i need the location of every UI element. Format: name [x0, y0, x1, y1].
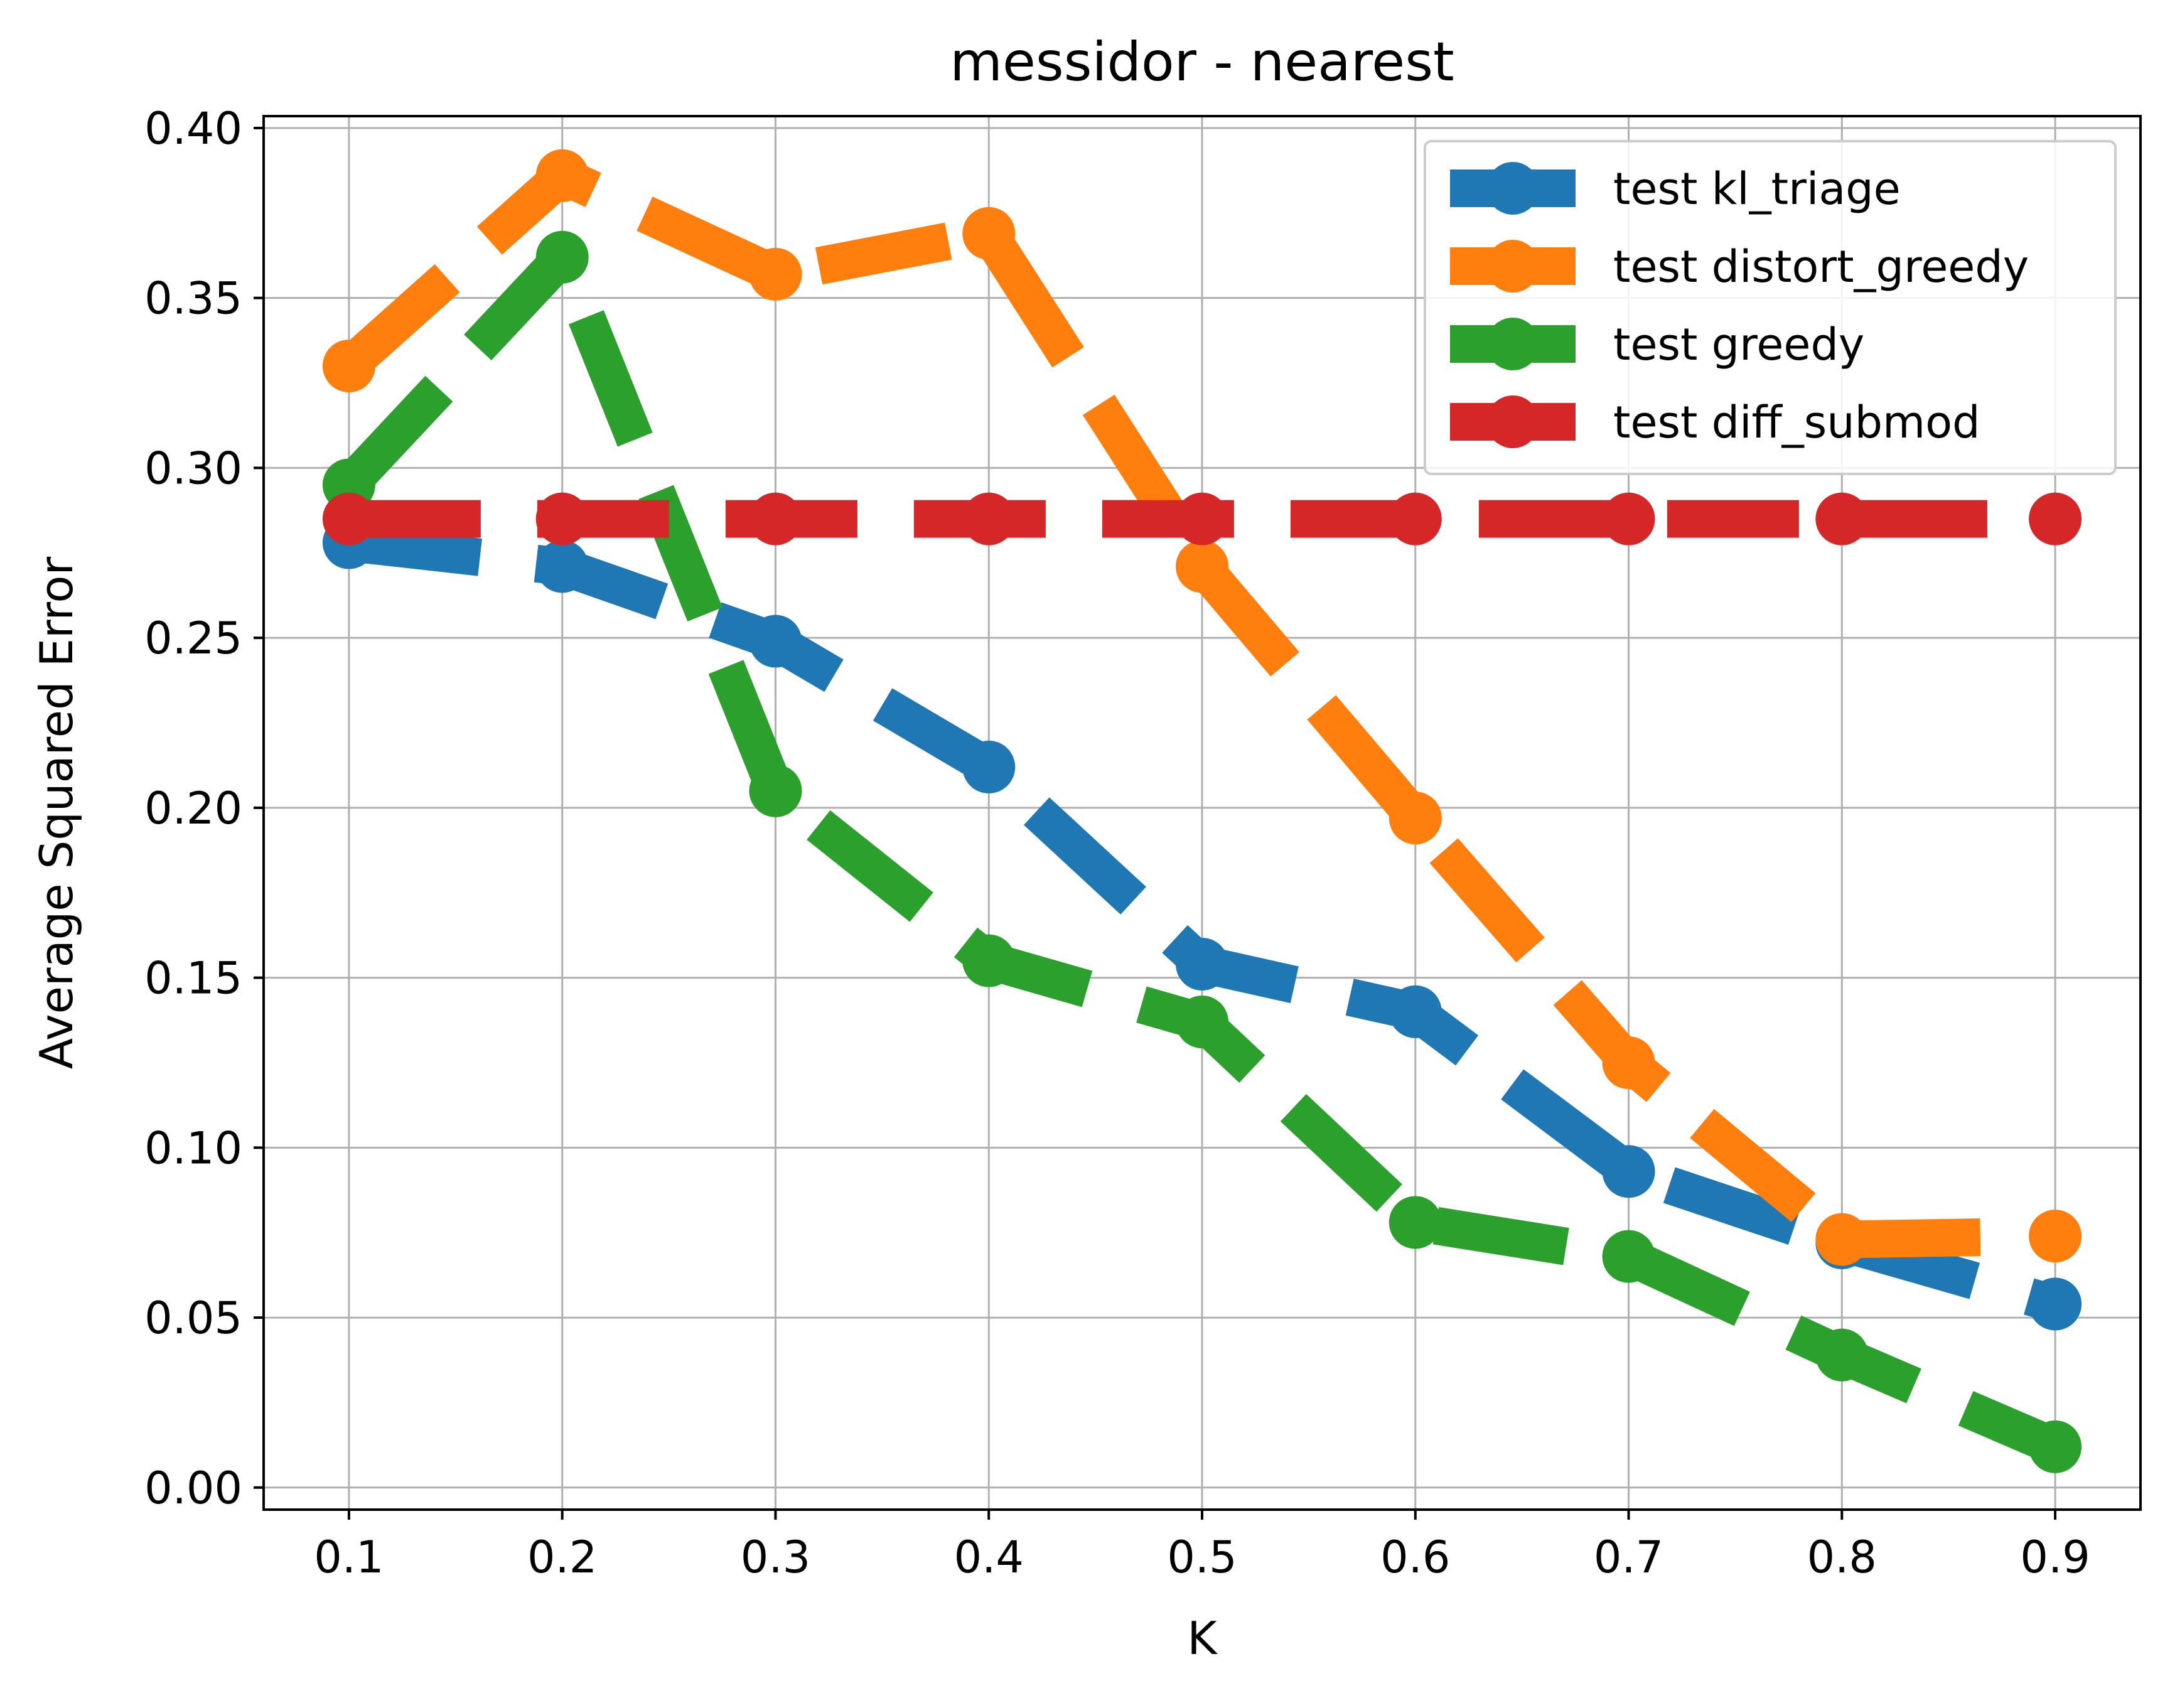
data-point	[535, 230, 589, 284]
legend-label: test kl_triage	[1613, 163, 1901, 215]
y-tick-label: 0.15	[144, 953, 242, 1004]
legend-item: test distort_greedy	[1450, 240, 2029, 293]
legend-item: test kl_triage	[1450, 162, 1901, 215]
data-point	[1176, 996, 1228, 1048]
x-tick-label: 0.5	[1167, 1532, 1237, 1583]
series-group	[322, 149, 2082, 1473]
data-point	[749, 764, 802, 817]
data-point	[535, 149, 589, 202]
x-tick-label: 0.8	[1807, 1532, 1877, 1583]
data-point	[962, 492, 1016, 545]
y-tick-label: 0.00	[144, 1463, 242, 1514]
data-point	[1602, 1145, 1655, 1198]
data-point	[1388, 985, 1442, 1038]
x-axis-title: K	[1187, 1612, 1218, 1665]
x-tick-label: 0.9	[2020, 1532, 2090, 1583]
y-tick-label: 0.25	[144, 613, 242, 664]
y-axis-title: Average Squared Error	[30, 557, 83, 1070]
data-point	[1388, 792, 1442, 845]
legend-label: test diff_submod	[1613, 397, 1980, 448]
data-point	[1176, 540, 1228, 593]
y-tick-label: 0.40	[144, 103, 242, 154]
x-tick-label: 0.1	[314, 1532, 384, 1583]
y-tick-label: 0.30	[144, 443, 242, 494]
data-point	[535, 540, 589, 593]
data-point	[1176, 492, 1228, 545]
y-tick-label: 0.05	[144, 1292, 242, 1344]
series-test-greedy	[322, 230, 2082, 1473]
legend-item: test diff_submod	[1450, 395, 1980, 448]
y-tick-label: 0.10	[144, 1122, 242, 1174]
x-tick-label: 0.3	[741, 1532, 810, 1583]
legend-swatch-marker	[1486, 395, 1539, 448]
data-point	[962, 934, 1016, 987]
x-tick-label: 0.2	[527, 1532, 597, 1583]
legend-swatch-marker	[1486, 318, 1539, 370]
data-point	[535, 492, 589, 545]
legend-label: test distort_greedy	[1613, 241, 2029, 293]
data-point	[2029, 1210, 2082, 1263]
data-point	[1815, 1213, 1869, 1266]
data-point	[749, 615, 802, 668]
series-test-distort-greedy	[322, 149, 2082, 1266]
data-point	[2029, 1420, 2082, 1473]
data-point	[1602, 1230, 1655, 1283]
x-tick-label: 0.6	[1380, 1532, 1450, 1583]
data-point	[2029, 1277, 2082, 1331]
data-point	[1176, 937, 1228, 991]
x-tick-label: 0.7	[1594, 1532, 1663, 1583]
legend-label: test greedy	[1613, 319, 1864, 370]
data-point	[749, 247, 802, 301]
legend-swatch-marker	[1486, 162, 1539, 215]
data-point	[1602, 492, 1655, 545]
data-point	[962, 207, 1016, 260]
data-point	[322, 339, 375, 392]
data-point	[1388, 1196, 1442, 1249]
y-tick-label: 0.20	[144, 783, 242, 834]
data-point	[1388, 492, 1442, 545]
data-point	[1815, 1328, 1869, 1382]
chart-title: messidor - nearest	[950, 31, 1454, 94]
x-tick-label: 0.4	[954, 1532, 1024, 1583]
data-point	[962, 740, 1016, 793]
series-test-diff-submod	[322, 492, 2082, 545]
data-point	[1602, 1036, 1655, 1089]
legend-item: test greedy	[1450, 318, 1864, 370]
data-point	[749, 492, 802, 545]
y-tick-label: 0.35	[144, 273, 242, 325]
legend-box	[1424, 140, 2117, 475]
axis-ticks: 0.1 0.2 0.3 0.4 0.5 0.6 0.7 0.8 0.9 0.00 0.05 0.10 0…	[144, 103, 2090, 1583]
data-point	[1815, 492, 1869, 545]
legend-swatch-marker	[1486, 240, 1539, 293]
data-point	[322, 492, 375, 545]
data-point	[2029, 492, 2082, 545]
